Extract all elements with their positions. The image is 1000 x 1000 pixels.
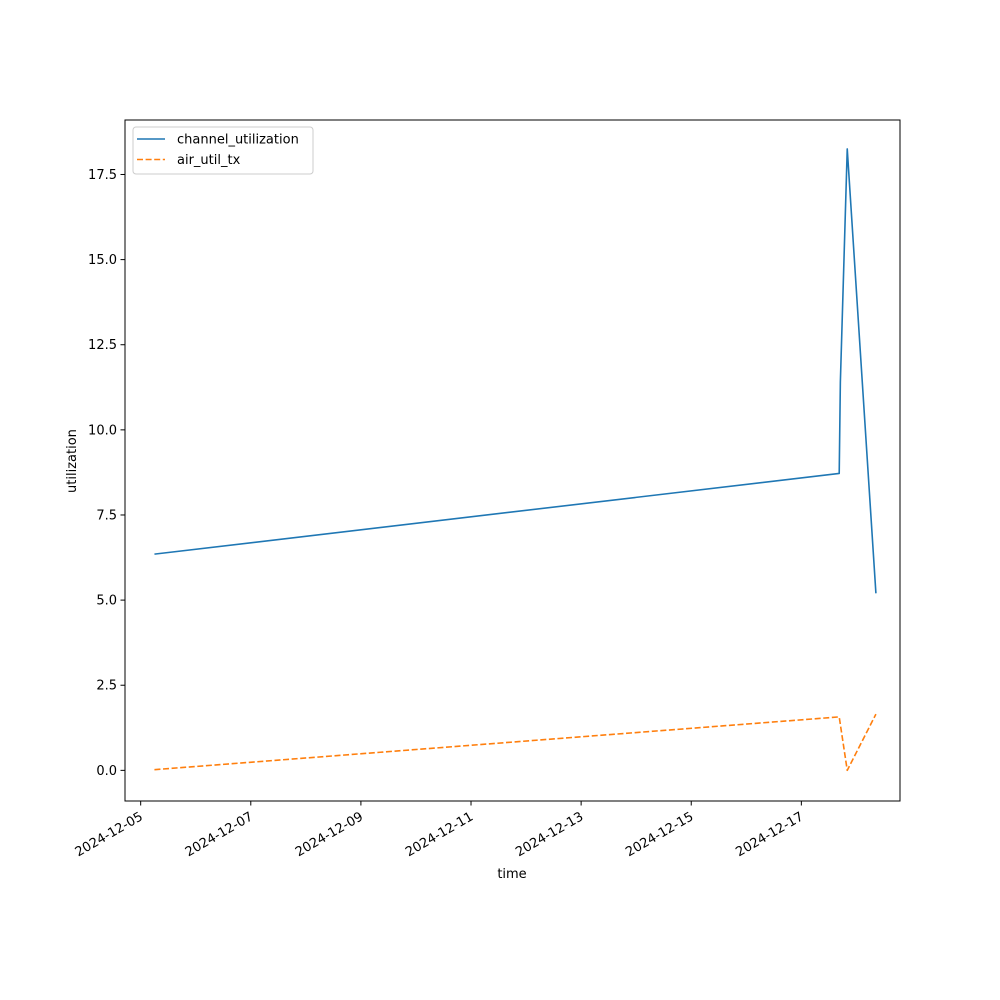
y-tick-label: 15.0 [88,253,117,268]
y-tick-label: 7.5 [96,508,117,523]
x-axis: 2024-12-05 2024-12-07 2024-12-09 2024-12-11… [73,801,806,860]
y-tick-label: 12.5 [88,338,117,353]
x-tick-label: 2024-12-11 [403,809,476,860]
y-tick-label: 0.0 [96,764,117,779]
x-axis-label: time [497,867,526,882]
x-tick-label: 2024-12-13 [513,809,586,860]
series-line-channel-utilization [154,148,877,594]
legend-entry: air_util_tx [177,153,241,168]
x-tick-label: 2024-12-17 [733,809,806,860]
x-tick-label: 2024-12-05 [73,809,146,860]
series-layer [154,148,877,772]
y-tick-label: 2.5 [96,679,117,694]
x-tick-label: 2024-12-09 [293,809,366,860]
y-tick-label: 17.5 [88,168,117,183]
y-tick-label: 10.0 [88,423,117,438]
x-tick-label: 2024-12-07 [183,809,256,860]
y-tick-label: 5.0 [96,594,117,609]
x-tick-label: 2024-12-15 [623,809,696,860]
legend: channel_utilization air_util_tx [132,126,314,175]
plot-area [125,120,900,801]
plot-frame [124,119,901,802]
legend-entry: channel_utilization [177,133,299,148]
y-axis-label: utilization [65,429,80,493]
legend-box [132,126,314,175]
series-line-air-util-tx [154,713,877,772]
y-axis: 0.0 2.5 5.0 7.5 10.0 12.5 15.0 17.5 [88,168,125,779]
